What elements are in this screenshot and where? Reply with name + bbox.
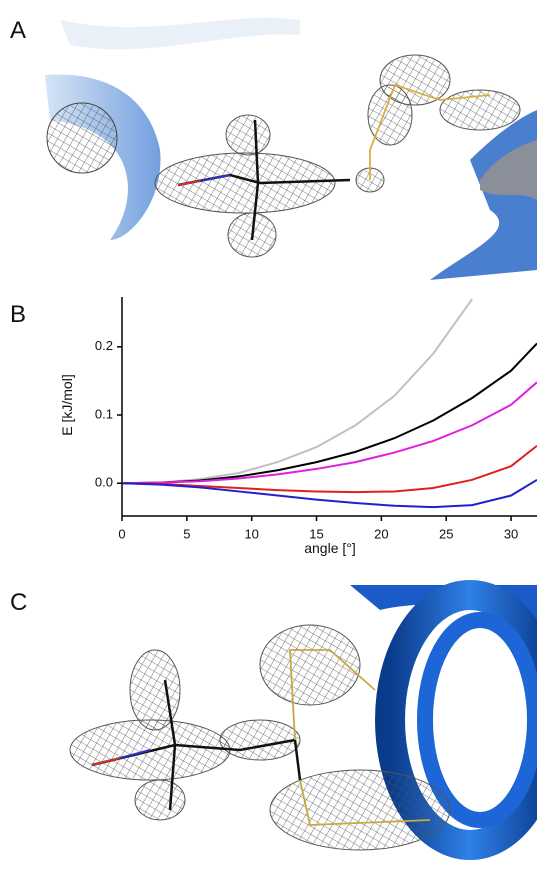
- x-tick-label: 25: [439, 526, 453, 541]
- panel-label: A: [10, 17, 26, 44]
- panel-a-structure: [45, 17, 537, 280]
- energy-chart: 0 5 10 15 20 25 30 0.0 0.1 0.2: [95, 297, 537, 541]
- panel-label: C: [10, 589, 27, 616]
- panel-c-structure: [69, 580, 537, 860]
- energy-curve: [122, 298, 473, 485]
- y-tick-label: 0.1: [95, 406, 113, 421]
- y-tick-label: 0.2: [95, 338, 113, 353]
- energy-curve: [122, 478, 537, 509]
- x-tick-label: 10: [244, 526, 258, 541]
- y-tick-label: 0.0: [95, 475, 113, 490]
- x-tick-label: 15: [309, 526, 323, 541]
- panel-label: B: [10, 301, 26, 328]
- energy-curve: [122, 444, 537, 494]
- y-axis-title: E [kJ/mol]: [59, 374, 75, 435]
- plot-area: [122, 298, 537, 509]
- energy-curve: [122, 342, 537, 485]
- x-tick-label: 20: [374, 526, 388, 541]
- x-tick-label: 0: [118, 526, 125, 541]
- x-tick-label: 5: [183, 526, 190, 541]
- energy-curve: [122, 381, 537, 485]
- x-axis-title: angle [°]: [304, 540, 356, 556]
- x-tick-label: 30: [504, 526, 518, 541]
